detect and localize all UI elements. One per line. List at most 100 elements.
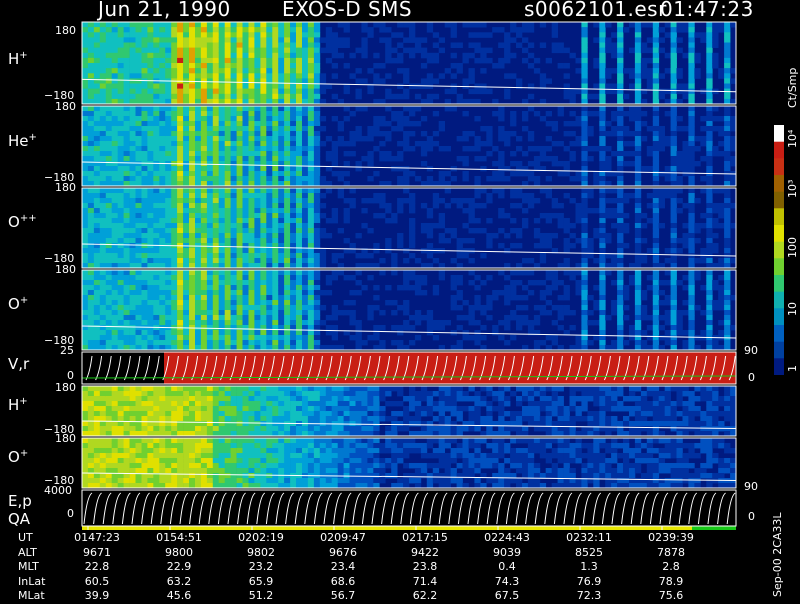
spectro-cell bbox=[516, 243, 523, 249]
spectro-cell bbox=[634, 22, 642, 28]
spectro-cell bbox=[105, 335, 113, 341]
spectro-cell bbox=[248, 166, 255, 172]
spectro-cell bbox=[218, 310, 225, 316]
spectro-cell bbox=[153, 223, 160, 229]
spectro-cell bbox=[331, 151, 338, 157]
spectro-cell bbox=[581, 181, 588, 187]
spectro-cell bbox=[183, 223, 190, 229]
spectro-cell bbox=[159, 310, 166, 316]
spectro-cell bbox=[700, 37, 707, 43]
spectro-cell bbox=[379, 27, 386, 33]
spectro-cell bbox=[117, 42, 124, 48]
spectro-cell bbox=[224, 270, 231, 276]
spectro-cell bbox=[141, 181, 148, 187]
spectro-cell bbox=[599, 78, 606, 84]
spectro-cell bbox=[248, 116, 255, 122]
spectro-cell bbox=[456, 275, 463, 281]
spectro-cell bbox=[141, 391, 148, 397]
spectro-cell bbox=[599, 330, 606, 336]
spectro-cell bbox=[230, 146, 237, 152]
spectro-cell bbox=[123, 106, 130, 112]
spectro-cell bbox=[260, 310, 267, 316]
spectro-cell bbox=[331, 305, 338, 311]
spectro-cell bbox=[99, 126, 107, 132]
spectro-cell bbox=[290, 146, 297, 152]
spectro-cell bbox=[195, 401, 202, 407]
spectro-cell bbox=[617, 340, 624, 346]
spectro-cell bbox=[129, 176, 136, 182]
spectro-cell bbox=[313, 263, 321, 269]
spectro-cell bbox=[242, 156, 249, 162]
spectro-cell bbox=[206, 198, 214, 204]
spectro-cell bbox=[272, 141, 279, 147]
spectro-cell bbox=[93, 315, 101, 321]
spectro-cell bbox=[206, 295, 214, 301]
spectro-cell bbox=[177, 340, 184, 346]
spectro-cell bbox=[349, 136, 356, 142]
spectro-cell bbox=[218, 238, 225, 244]
spectro-cell bbox=[260, 42, 267, 48]
spectro-cell bbox=[177, 198, 184, 204]
spectro-cell bbox=[682, 310, 689, 316]
spectro-cell bbox=[105, 315, 113, 321]
spectro-cell bbox=[248, 171, 255, 177]
spectro-cell bbox=[296, 161, 303, 167]
spectro-cell bbox=[260, 315, 267, 321]
spectro-cell bbox=[129, 131, 136, 137]
spectro-cell bbox=[93, 198, 101, 204]
spectro-cell bbox=[581, 218, 588, 224]
vr-curve bbox=[162, 355, 170, 381]
spectro-cell bbox=[111, 386, 118, 392]
spectro-cell bbox=[403, 258, 410, 264]
spectro-cell bbox=[183, 396, 190, 402]
spectro-cell bbox=[159, 411, 166, 417]
spectro-cell bbox=[688, 275, 695, 281]
spectro-cell bbox=[397, 52, 404, 59]
spectro-cell bbox=[248, 83, 255, 89]
spectro-cell bbox=[87, 243, 95, 249]
spectro-cell bbox=[248, 421, 255, 427]
spectro-cell bbox=[605, 146, 612, 152]
spectro-cell bbox=[623, 290, 630, 296]
spectro-cell bbox=[676, 208, 683, 214]
spectro-cell bbox=[420, 228, 428, 234]
spectro-cell bbox=[468, 203, 475, 209]
spectro-cell bbox=[605, 156, 612, 162]
spectro-cell bbox=[676, 166, 683, 172]
spectro-cell bbox=[254, 248, 261, 254]
spectro-cell bbox=[629, 193, 636, 199]
spectro-cell bbox=[694, 238, 701, 244]
spectro-cell bbox=[569, 156, 576, 162]
spectro-cell bbox=[254, 431, 261, 437]
spectro-cell bbox=[218, 401, 225, 407]
spectro-cell bbox=[379, 340, 386, 346]
spectro-cell bbox=[236, 161, 243, 167]
spectro-cell bbox=[581, 285, 588, 291]
spectro-cell bbox=[313, 121, 321, 127]
spectro-cell bbox=[218, 136, 225, 142]
spectro-cell bbox=[260, 263, 267, 269]
spectro-cell bbox=[230, 330, 237, 336]
spectro-cell bbox=[373, 22, 380, 28]
spectro-cell bbox=[189, 330, 196, 336]
spectro-cell bbox=[171, 426, 178, 432]
spectro-cell bbox=[87, 83, 95, 89]
spectro-cell bbox=[105, 131, 113, 137]
spectro-cell bbox=[575, 141, 582, 147]
spectro-cell bbox=[123, 233, 130, 239]
spectro-cell bbox=[260, 280, 267, 286]
spectro-cell bbox=[385, 248, 392, 254]
spectro-cell bbox=[99, 421, 107, 427]
spectro-cell bbox=[218, 335, 225, 341]
spectro-cell bbox=[319, 78, 327, 84]
spectro-cell bbox=[123, 111, 130, 117]
spectro-cell bbox=[236, 22, 243, 28]
spectro-cell bbox=[278, 391, 285, 397]
spectro-cell bbox=[581, 151, 588, 157]
spectro-cell bbox=[123, 181, 130, 187]
spectro-cell bbox=[212, 270, 220, 276]
spectro-cell bbox=[504, 248, 511, 254]
spectro-cell bbox=[397, 93, 404, 100]
spectro-cell bbox=[165, 335, 172, 341]
spectro-cell bbox=[189, 280, 196, 286]
